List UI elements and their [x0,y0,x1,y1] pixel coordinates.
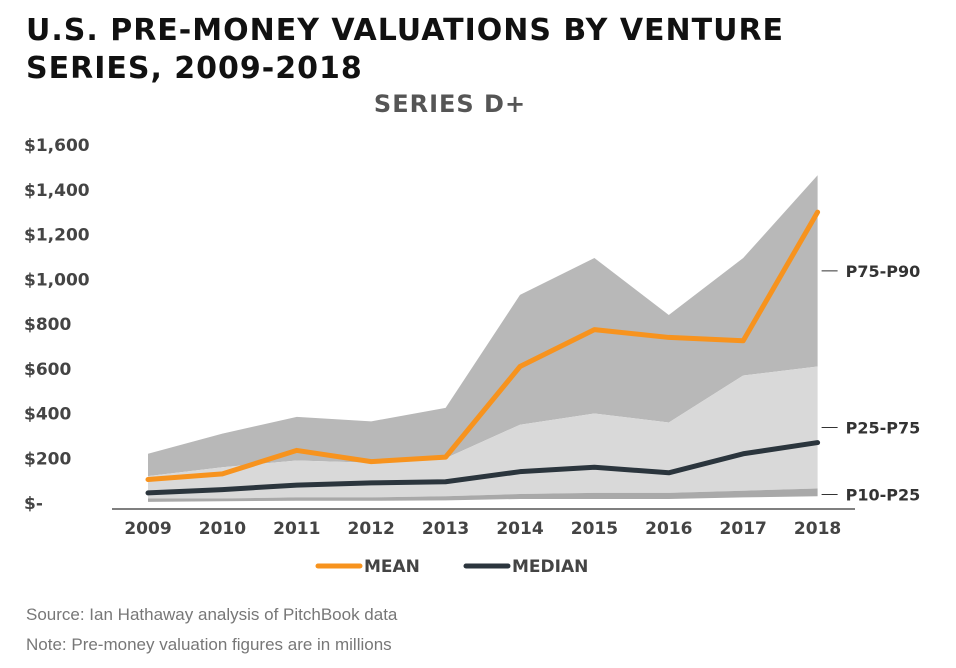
legend: MEAN MEDIAN [315,557,588,577]
x-tick-label: 2018 [794,519,841,539]
band-label-p10-p25: P10-P25 [846,485,921,504]
band-areas [148,175,818,502]
chart-title: U.S. PRE-MONEY VALUATIONS BY VENTURE SER… [26,12,784,88]
series-lines [145,209,821,496]
band-p75-p90 [148,175,818,477]
legend-label-median: MEDIAN [512,557,588,577]
title-line-2: SERIES, 2009-2018 [26,51,363,86]
band-label-p75-p90: P75-P90 [846,262,921,281]
x-tick-label: 2011 [273,519,320,539]
units-note: Note: Pre-money valuation figures are in… [26,635,392,654]
x-tick-label: 2012 [348,519,395,539]
title-line-1: U.S. PRE-MONEY VALUATIONS BY VENTURE [26,13,785,48]
legend-label-mean: MEAN [364,557,420,577]
x-tick-label: 2010 [199,519,246,539]
y-tick-label: $1,400 [24,181,90,201]
x-tick-label: 2016 [645,519,692,539]
x-tick-label: 2013 [422,519,469,539]
x-tick-label: 2014 [496,519,543,539]
y-tick-label: $1,000 [24,270,90,290]
y-tick-label: $600 [24,360,71,380]
y-axis-ticks: $- $200 $400 $600 $800 $1,000 $1,200 $1,400 $1,6… [24,136,90,514]
y-tick-label: $1,200 [24,226,90,246]
band-label-p25-p75: P25-P75 [846,418,921,437]
chart-subtitle: SERIES D+ [373,90,527,118]
series-line-mean [145,209,821,483]
series-line-median [145,440,821,496]
y-tick-label: $200 [24,449,71,469]
x-axis-ticks: 2009 2010 2011 2012 2013 2014 2015 2016 2017 2018 [124,519,841,539]
y-tick-label: $800 [24,315,71,335]
band-p25-p75 [148,366,818,499]
source-note: Source: Ian Hathaway analysis of PitchBo… [26,605,398,624]
x-tick-label: 2009 [124,519,171,539]
x-tick-label: 2017 [720,519,767,539]
y-tick-label: $1,600 [24,136,90,156]
y-tick-label: $- [24,494,43,514]
band-p10-p25 [148,488,818,502]
band-labels: P75-P90 P25-P75 P10-P25 [821,262,921,504]
x-tick-label: 2015 [571,519,618,539]
y-tick-label: $400 [24,405,71,425]
